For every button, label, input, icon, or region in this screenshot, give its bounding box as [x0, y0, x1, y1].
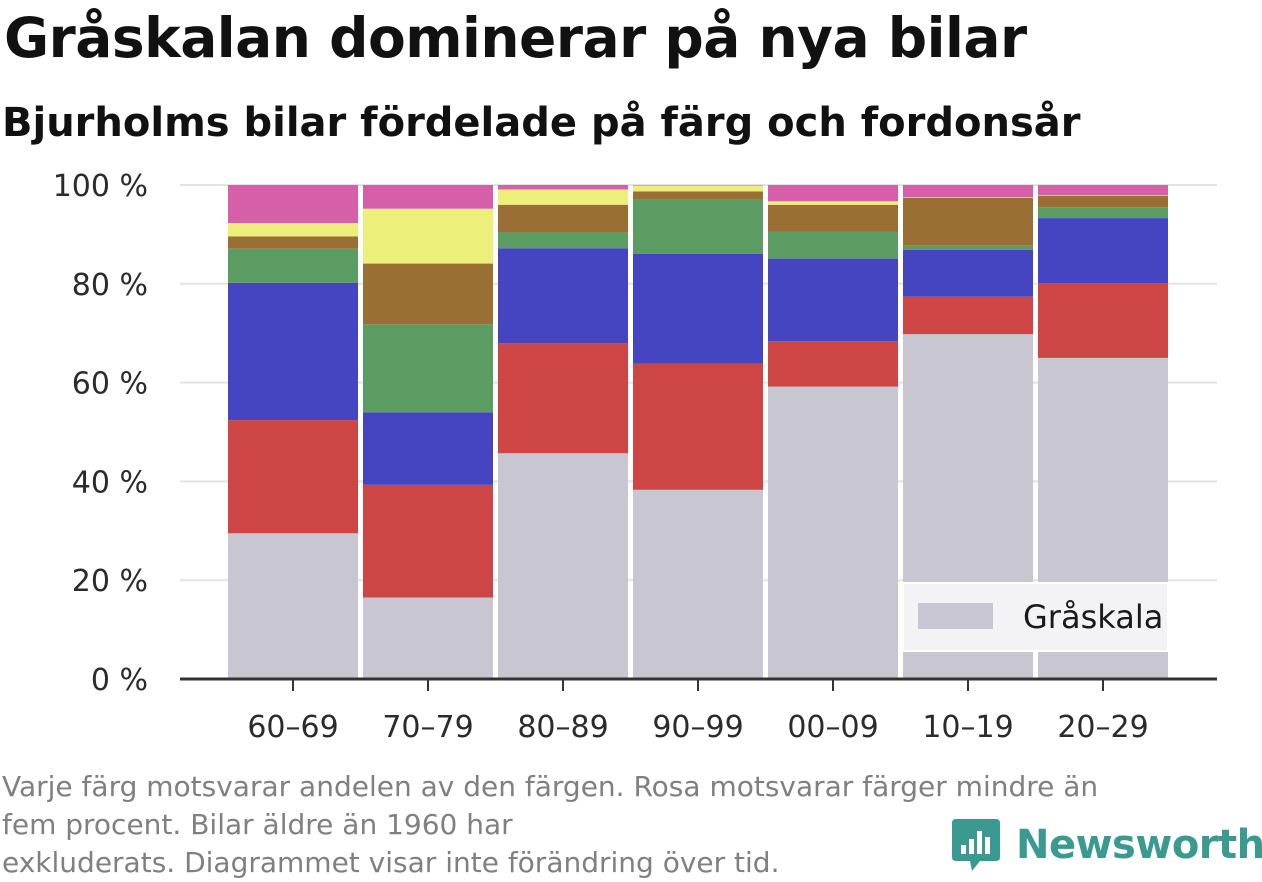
bar-segment: [1038, 207, 1168, 218]
x-tick-label: 60–69: [247, 710, 338, 745]
legend-label: Gråskala: [1023, 598, 1163, 636]
x-tick-label: 80–89: [517, 710, 608, 745]
newsworthy-logo-icon: [950, 817, 1002, 873]
bar-segment: [903, 250, 1033, 297]
bar-segment: [498, 248, 628, 343]
bar-segment: [633, 254, 763, 364]
x-tick-label: 90–99: [652, 710, 743, 745]
brand: Newsworthy: [950, 815, 1262, 875]
x-tick-label: 20–29: [1057, 710, 1148, 745]
chart-title: Gråskalan dominerar på nya bilar: [4, 6, 1027, 70]
bar-segment: [228, 223, 358, 236]
bar-segment: [768, 387, 898, 679]
bar-segment: [768, 185, 898, 201]
legend: Gråskala: [903, 583, 1168, 651]
bar-segment: [498, 205, 628, 233]
bar-segment: [498, 343, 628, 453]
bar-segment: [633, 200, 763, 254]
y-axis-ticks: 0 % 20 % 40 % 60 % 80 % 100 %: [53, 169, 148, 698]
bar-segment: [228, 533, 358, 679]
bar-segment: [498, 232, 628, 248]
y-tick-label: 40 %: [72, 465, 148, 500]
bar-segment: [228, 420, 358, 533]
x-tick-label: 10–19: [922, 710, 1013, 745]
footnote-line-1: Varje färg motsvarar andelen av den färg…: [2, 768, 1242, 806]
bar-segment: [768, 232, 898, 259]
y-tick-label: 80 %: [72, 268, 148, 303]
bar-segment: [363, 264, 493, 325]
x-axis: 60–69 70–79 80–89 90–99 00–09 10–19 20–29: [180, 679, 1217, 745]
bar-segment: [363, 597, 493, 679]
bar-segment: [633, 191, 763, 199]
y-tick-label: 20 %: [72, 564, 148, 599]
bar-segment: [363, 324, 493, 412]
bar-segment: [1038, 185, 1168, 195]
x-tick-label: 00–09: [787, 710, 878, 745]
bar-segment: [633, 490, 763, 679]
bar-segment: [498, 189, 628, 204]
bar-segment: [363, 185, 493, 209]
bar-segment: [363, 412, 493, 485]
bar-segment: [228, 283, 358, 420]
chart-subtitle: Bjurholms bilar fördelade på färg och fo…: [2, 100, 1081, 146]
bar-segment: [228, 236, 358, 248]
stacked-bar-chart: 0 % 20 % 40 % 60 % 80 % 100 % 60–69 70–79 80–89…: [0, 160, 1262, 760]
x-tick-label: 70–79: [382, 710, 473, 745]
y-tick-label: 60 %: [72, 367, 148, 402]
bar-segment: [903, 198, 1033, 246]
bar-segment: [1038, 218, 1168, 283]
bar-segment: [633, 185, 763, 191]
bar-segment: [768, 205, 898, 232]
bar-segment: [768, 201, 898, 204]
bar-segment: [768, 259, 898, 341]
brand-name: Newsworthy: [1016, 822, 1262, 868]
bar-segment: [1038, 196, 1168, 207]
bar-segment: [228, 249, 358, 283]
bar-segment: [228, 185, 358, 223]
y-tick-label: 100 %: [53, 169, 148, 204]
bar-segment: [903, 185, 1033, 197]
bar-segment: [903, 297, 1033, 335]
bar-segment: [633, 364, 763, 490]
legend-swatch: [918, 603, 993, 629]
bar-segment: [363, 209, 493, 264]
bar-segment: [498, 185, 628, 189]
bar-segment: [363, 485, 493, 598]
bar-segment: [768, 341, 898, 386]
y-tick-label: 0 %: [91, 663, 148, 698]
bar-segment: [1038, 283, 1168, 358]
bar-segment: [498, 453, 628, 679]
bar-segment: [903, 246, 1033, 250]
